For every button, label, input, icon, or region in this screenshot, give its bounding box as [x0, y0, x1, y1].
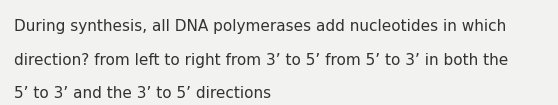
Text: direction? from left to right from 3’ to 5’ from 5’ to 3’ in both the: direction? from left to right from 3’ to…: [14, 52, 508, 68]
Text: 5’ to 3’ and the 3’ to 5’ directions: 5’ to 3’ and the 3’ to 5’ directions: [14, 86, 271, 101]
Text: During synthesis, all DNA polymerases add nucleotides in which: During synthesis, all DNA polymerases ad…: [14, 19, 506, 34]
